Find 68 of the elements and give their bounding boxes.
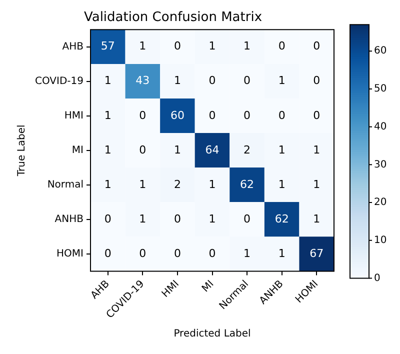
data-label: 0 bbox=[208, 246, 216, 260]
x-axis-title: Predicted Label bbox=[174, 328, 251, 340]
y-tick-label: COVID-19 bbox=[34, 76, 84, 87]
data-label: 1 bbox=[208, 212, 216, 226]
data-label: 1 bbox=[104, 143, 112, 156]
y-tick-label: Normal bbox=[47, 180, 84, 191]
y-tick-label: AHB bbox=[62, 41, 84, 52]
x-tick-label: MI bbox=[200, 278, 216, 295]
data-label: 0 bbox=[174, 246, 181, 260]
y-tick-label: MI bbox=[72, 145, 84, 156]
data-label: 62 bbox=[240, 178, 254, 191]
data-label: 0 bbox=[313, 40, 320, 53]
data-label: 0 bbox=[278, 40, 286, 53]
data-label: 0 bbox=[174, 212, 181, 226]
data-label: 0 bbox=[244, 108, 251, 122]
data-label: 1 bbox=[139, 40, 146, 53]
data-label: 0 bbox=[244, 212, 251, 226]
data-label: 0 bbox=[139, 246, 146, 260]
data-label: 60 bbox=[170, 108, 184, 122]
data-label: 1 bbox=[139, 212, 146, 226]
data-label: 0 bbox=[313, 108, 320, 122]
color-bar-label: 0 bbox=[374, 272, 380, 284]
data-label: 0 bbox=[174, 40, 181, 53]
data-label: 1 bbox=[104, 74, 112, 88]
color-bar-label: 20 bbox=[374, 197, 387, 208]
color-bar-label: 40 bbox=[374, 121, 387, 132]
data-label: 62 bbox=[274, 212, 289, 226]
data-label: 1 bbox=[174, 143, 181, 156]
data-label: 57 bbox=[100, 40, 115, 53]
data-label: 1 bbox=[208, 178, 216, 191]
data-label: 1 bbox=[278, 143, 286, 156]
data-label: 1 bbox=[104, 178, 112, 191]
y-tick-label: HOMI bbox=[56, 248, 84, 260]
data-label: 2 bbox=[244, 143, 251, 156]
data-label: 0 bbox=[104, 212, 112, 226]
data-label: 1 bbox=[278, 178, 286, 191]
y-tick-label: HMI bbox=[64, 110, 84, 122]
data-label: 1 bbox=[139, 178, 146, 191]
data-label: 0 bbox=[139, 143, 146, 156]
data-label: 0 bbox=[313, 74, 320, 88]
color-bar-label: 10 bbox=[374, 234, 387, 246]
data-label: 1 bbox=[104, 108, 112, 122]
x-tick-label: HMI bbox=[160, 278, 182, 300]
data-label: 43 bbox=[136, 74, 150, 88]
data-label: 0 bbox=[244, 74, 251, 88]
data-label: 0 bbox=[104, 246, 112, 260]
data-label: 1 bbox=[174, 74, 181, 88]
chart-title: Validation Confusion Matrix bbox=[84, 10, 262, 26]
data-label: 0 bbox=[139, 108, 146, 122]
data-label: 1 bbox=[244, 40, 251, 53]
data-label: 1 bbox=[313, 178, 320, 191]
data-label: 67 bbox=[310, 246, 324, 260]
y-tick-label: ANHB bbox=[54, 214, 84, 226]
color-bar-label: 60 bbox=[374, 46, 387, 57]
color-bar-label: 50 bbox=[374, 84, 387, 95]
data-label: 0 bbox=[278, 108, 286, 122]
data-label: 1 bbox=[208, 40, 216, 53]
data-label: 64 bbox=[205, 143, 220, 156]
color-bar-label: 30 bbox=[374, 159, 387, 170]
data-label: 1 bbox=[278, 246, 286, 260]
data-label: 2 bbox=[174, 178, 181, 191]
data-label: 1 bbox=[313, 212, 320, 226]
data-label: 1 bbox=[313, 143, 320, 156]
data-label: 1 bbox=[278, 74, 286, 88]
y-axis-title: True Label bbox=[16, 124, 28, 178]
data-label: 1 bbox=[244, 246, 251, 260]
data-label: 0 bbox=[208, 74, 216, 88]
data-label: 0 bbox=[208, 108, 216, 122]
